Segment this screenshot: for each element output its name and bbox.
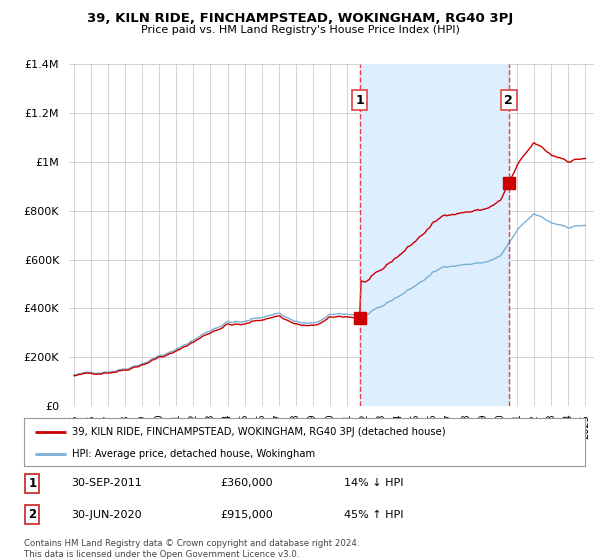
Text: 14% ↓ HPI: 14% ↓ HPI	[344, 478, 403, 488]
Text: 2: 2	[505, 94, 513, 107]
Text: 45% ↑ HPI: 45% ↑ HPI	[344, 510, 403, 520]
Text: 30-SEP-2011: 30-SEP-2011	[71, 478, 142, 488]
Text: 1: 1	[355, 94, 364, 107]
Text: Contains HM Land Registry data © Crown copyright and database right 2024.
This d: Contains HM Land Registry data © Crown c…	[24, 539, 359, 559]
Text: 1: 1	[28, 477, 37, 490]
Text: 39, KILN RIDE, FINCHAMPSTEAD, WOKINGHAM, RG40 3PJ (detached house): 39, KILN RIDE, FINCHAMPSTEAD, WOKINGHAM,…	[71, 427, 445, 437]
Text: HPI: Average price, detached house, Wokingham: HPI: Average price, detached house, Woki…	[71, 449, 315, 459]
Text: 30-JUN-2020: 30-JUN-2020	[71, 510, 142, 520]
Text: Price paid vs. HM Land Registry's House Price Index (HPI): Price paid vs. HM Land Registry's House …	[140, 25, 460, 35]
Bar	[359, 64, 509, 406]
Text: 39, KILN RIDE, FINCHAMPSTEAD, WOKINGHAM, RG40 3PJ: 39, KILN RIDE, FINCHAMPSTEAD, WOKINGHAM,…	[87, 12, 513, 25]
Text: £360,000: £360,000	[220, 478, 273, 488]
Text: 2: 2	[28, 508, 37, 521]
Text: £915,000: £915,000	[220, 510, 273, 520]
